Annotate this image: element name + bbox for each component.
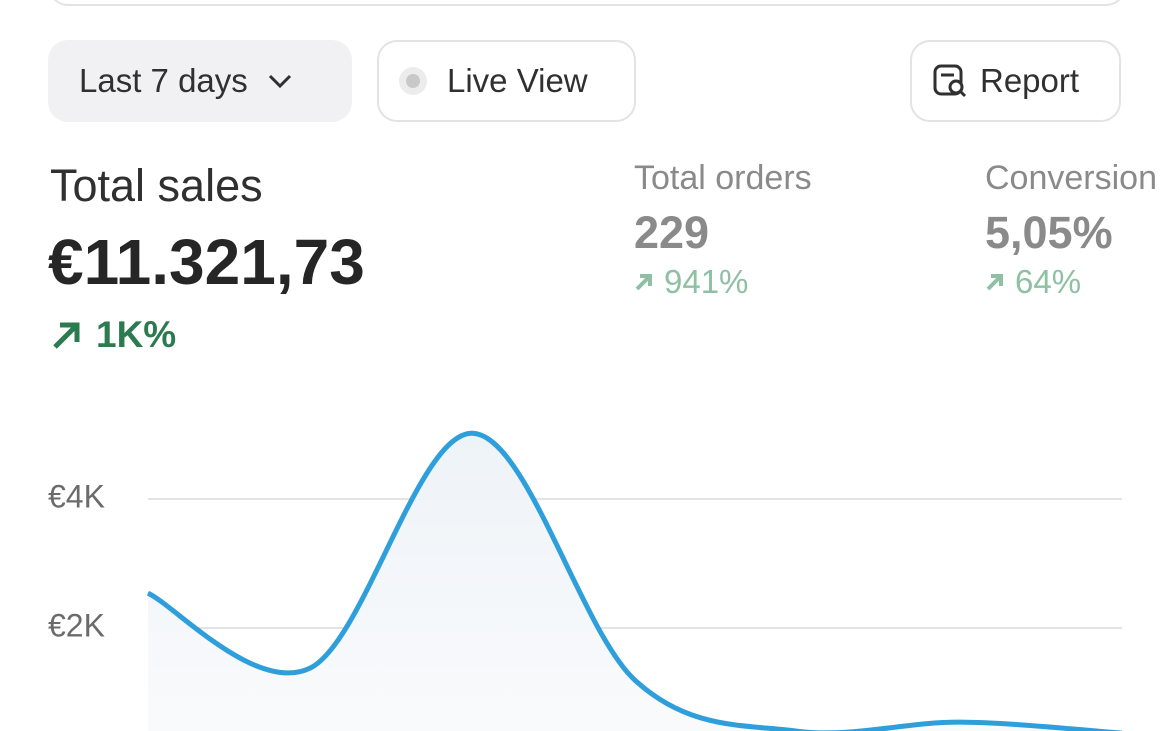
metric-label: Conversion — [985, 159, 1157, 197]
chart: €2K €4K — [48, 430, 1123, 731]
metric-value: €11.321,73 — [48, 226, 365, 298]
live-view-button[interactable]: Live View — [377, 40, 636, 122]
report-icon — [933, 64, 967, 98]
live-label: Live View — [447, 62, 588, 99]
report-label: Report — [980, 62, 1080, 99]
chevron-icon — [268, 74, 291, 89]
metric-label: Total sales — [50, 160, 263, 211]
metric-change: 941% — [634, 263, 748, 301]
metric-value: 229 — [634, 207, 710, 258]
change-text: 64% — [1015, 263, 1082, 300]
line — [146, 430, 1123, 731]
period-label: Last 7 days — [79, 62, 248, 99]
y-tick-label: €4K — [48, 478, 105, 514]
report-button[interactable]: Report — [910, 40, 1121, 122]
metric-label: Total orders — [634, 159, 812, 197]
up-arrow — [635, 274, 652, 291]
up-arrow — [53, 322, 80, 349]
period-button[interactable]: Last 7 days — [48, 40, 352, 122]
metric-change: 64% — [985, 263, 1081, 301]
change-text: 1K% — [96, 314, 177, 355]
live-dot — [399, 67, 427, 95]
up-arrow — [986, 274, 1003, 291]
search-bar — [48, 0, 1126, 6]
metric-change: 1K% — [50, 314, 176, 356]
area — [148, 433, 1097, 731]
change-text: 941% — [664, 263, 749, 300]
metric-value: 5,05% — [985, 207, 1113, 258]
y-tick-label: €2K — [48, 607, 105, 643]
